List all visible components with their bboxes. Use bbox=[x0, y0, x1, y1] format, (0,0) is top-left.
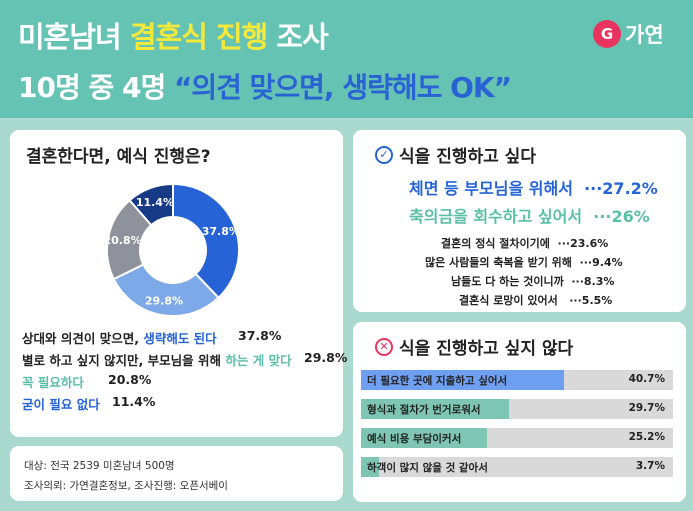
bar-label: 예식 비용 부담이커서 bbox=[367, 433, 462, 445]
legend-percent: 20.8% bbox=[108, 372, 152, 387]
reason-bar: 더 필요한 곳에 지출하고 싶어서 40.7% bbox=[361, 370, 673, 390]
bar-fill bbox=[361, 428, 487, 448]
donut-chart: 37.8% 29.8% 20.8% 11.4% bbox=[105, 182, 240, 317]
legend-percent: 29.8% bbox=[304, 350, 348, 365]
reason-row: 결혼식 로망이 있어서 ···5.5% bbox=[459, 294, 613, 307]
reason-row: 축의금을 회수하고 싶어서 ···26% bbox=[409, 207, 650, 226]
reason-bar: 하객이 많지 않을 것 같아서 3.7% bbox=[361, 457, 673, 477]
bar-label: 더 필요한 곳에 지출하고 싶어서 bbox=[367, 375, 508, 387]
donut-slice bbox=[128, 182, 174, 227]
card-title: 결혼한다면, 예식 진행은? bbox=[26, 147, 211, 167]
card-heading: ✓ 식을 진행하고 싶다 bbox=[375, 142, 536, 167]
donut-slice-label: 37.8% bbox=[202, 225, 240, 238]
reason-bar: 형식과 절차가 번거로워서 29.7% bbox=[361, 399, 673, 419]
card-heading: ✕ 식을 진행하고 싶지 않다 bbox=[375, 334, 573, 359]
want-ceremony-card: ✓ 식을 진행하고 싶다 체면 등 부모님을 위해서 ···27.2% 축의금을… bbox=[353, 130, 686, 312]
legend-row: 꼭 필요하다 20.8% bbox=[22, 372, 152, 390]
donut-slice bbox=[112, 263, 220, 317]
logo-icon: G bbox=[593, 20, 621, 48]
bar-value: 25.2% bbox=[628, 431, 665, 443]
bar-label: 하객이 많지 않을 것 같아서 bbox=[367, 462, 488, 474]
source-agency: 조사의뢰: 가연결혼정보, 조사진행: 오픈서베이 bbox=[24, 480, 228, 492]
donut-legend: 상대와 의견이 맞으면, 생략해도 된다 37.8% 별로 하고 싶지 않지만,… bbox=[22, 328, 348, 416]
bar-value: 29.7% bbox=[628, 402, 665, 414]
legend-percent: 37.8% bbox=[238, 328, 282, 343]
bar-value: 3.7% bbox=[635, 460, 665, 472]
logo-text: 가연 bbox=[625, 23, 664, 47]
bar-value: 40.7% bbox=[628, 373, 665, 385]
not-want-ceremony-card: ✕ 식을 진행하고 싶지 않다 더 필요한 곳에 지출하고 싶어서 40.7% 형식… bbox=[353, 322, 686, 502]
page-subtitle: 10명 중 4명 “의견 맞으면, 생략해도 OK” bbox=[18, 71, 512, 104]
donut-slice-label: 29.8% bbox=[145, 295, 183, 308]
page-title: 미혼남녀 결혼식 진행 조사 bbox=[18, 20, 329, 54]
reason-row: 많은 사람들의 축복을 받기 위해 ···9.4% bbox=[425, 256, 623, 269]
check-circle-icon: ✓ bbox=[375, 145, 393, 164]
donut-slice-label: 20.8% bbox=[105, 234, 142, 247]
legend-row: 굳이 필요 없다 11.4% bbox=[22, 394, 156, 412]
donut-slice-label: 11.4% bbox=[136, 196, 174, 209]
donut-slice bbox=[172, 182, 240, 300]
reason-bar: 예식 비용 부담이커서 25.2% bbox=[361, 428, 673, 448]
legend-row: 상대와 의견이 맞으면, 생략해도 된다 37.8% bbox=[22, 328, 282, 346]
bar-label: 형식과 절차가 번거로워서 bbox=[367, 404, 481, 416]
ceremony-question-card: 결혼한다면, 예식 진행은? 37.8% 29.8% 20.8% 11.4% 상대와 … bbox=[10, 130, 348, 437]
reason-row: 남들도 다 하는 것이니까 ···8.3% bbox=[451, 275, 615, 288]
source-target: 대상: 전국 2539 미혼남녀 500명 bbox=[24, 460, 175, 472]
reason-row: 체면 등 부모님을 위해서 ···27.2% bbox=[409, 179, 658, 198]
wedding-cake-icon bbox=[150, 224, 196, 273]
header-banner: 미혼남녀 결혼식 진행 조사 10명 중 4명 “의견 맞으면, 생략해도 OK… bbox=[0, 0, 693, 118]
x-circle-icon: ✕ bbox=[375, 337, 393, 356]
reason-row: 결혼의 정식 절차이기에 ···23.6% bbox=[441, 237, 609, 250]
bar-fill bbox=[361, 399, 510, 419]
bar-fill bbox=[361, 457, 380, 477]
bar-fill bbox=[361, 370, 565, 390]
legend-percent: 11.4% bbox=[112, 394, 156, 409]
source-card: 대상: 전국 2539 미혼남녀 500명 조사의뢰: 가연결혼정보, 조사진행… bbox=[10, 446, 343, 501]
brand-logo: G 가연 bbox=[593, 19, 664, 49]
legend-row: 별로 하고 싶지 않지만, 부모님을 위해 하는 게 맞다 29.8% bbox=[22, 350, 348, 368]
